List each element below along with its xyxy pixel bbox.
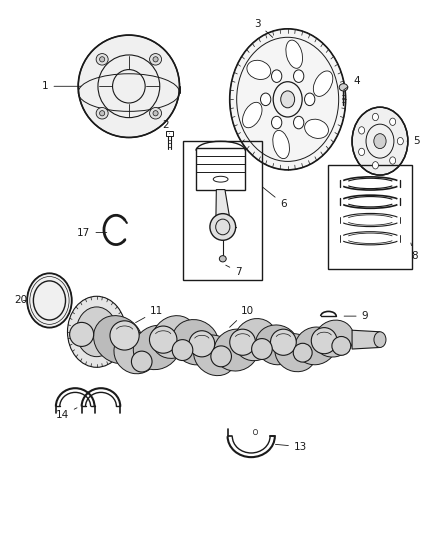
Circle shape <box>359 127 364 134</box>
Circle shape <box>372 114 378 120</box>
Ellipse shape <box>27 273 72 328</box>
Circle shape <box>272 116 282 129</box>
Text: 10: 10 <box>230 306 254 327</box>
Ellipse shape <box>67 296 126 367</box>
Ellipse shape <box>99 111 105 116</box>
Ellipse shape <box>230 29 346 170</box>
Circle shape <box>397 138 403 145</box>
Ellipse shape <box>172 340 193 360</box>
Text: 3: 3 <box>254 19 273 37</box>
Bar <box>196 148 245 190</box>
Ellipse shape <box>70 322 94 346</box>
Ellipse shape <box>219 256 226 262</box>
Ellipse shape <box>211 346 231 367</box>
Ellipse shape <box>149 54 162 65</box>
Ellipse shape <box>286 40 303 68</box>
Circle shape <box>261 93 271 106</box>
Ellipse shape <box>243 102 262 128</box>
Bar <box>166 131 173 136</box>
Ellipse shape <box>295 327 336 365</box>
Ellipse shape <box>275 334 316 372</box>
Text: 8: 8 <box>411 243 417 261</box>
Ellipse shape <box>332 336 351 356</box>
Circle shape <box>359 148 364 156</box>
Text: 6: 6 <box>263 187 287 209</box>
Ellipse shape <box>78 35 180 138</box>
Ellipse shape <box>374 332 386 348</box>
Text: 20: 20 <box>14 295 27 305</box>
Ellipse shape <box>374 134 386 149</box>
Text: 1: 1 <box>42 82 81 91</box>
Ellipse shape <box>214 329 258 371</box>
Circle shape <box>390 157 396 164</box>
Text: 13: 13 <box>276 442 307 451</box>
Text: 4: 4 <box>344 76 360 90</box>
Circle shape <box>272 70 282 83</box>
Bar <box>183 141 262 280</box>
Ellipse shape <box>131 351 152 372</box>
Ellipse shape <box>311 328 337 354</box>
Ellipse shape <box>153 56 158 62</box>
Ellipse shape <box>76 307 117 357</box>
Ellipse shape <box>153 111 158 116</box>
Ellipse shape <box>293 343 312 362</box>
Ellipse shape <box>352 107 408 175</box>
Ellipse shape <box>313 71 333 96</box>
Ellipse shape <box>247 60 271 79</box>
Ellipse shape <box>251 338 272 359</box>
Polygon shape <box>352 330 380 349</box>
Circle shape <box>293 116 304 129</box>
Ellipse shape <box>96 54 108 65</box>
Circle shape <box>390 118 396 125</box>
Ellipse shape <box>99 56 105 62</box>
Polygon shape <box>216 190 230 217</box>
Ellipse shape <box>149 108 162 119</box>
Ellipse shape <box>114 332 157 374</box>
Ellipse shape <box>339 84 348 91</box>
Text: 5: 5 <box>407 136 420 146</box>
Ellipse shape <box>234 319 277 361</box>
Ellipse shape <box>133 325 180 370</box>
Ellipse shape <box>304 119 328 139</box>
Circle shape <box>304 93 315 106</box>
Text: 17: 17 <box>77 228 107 238</box>
Ellipse shape <box>96 108 108 119</box>
Ellipse shape <box>149 326 177 353</box>
Circle shape <box>372 161 378 169</box>
Circle shape <box>293 70 304 83</box>
Text: 7: 7 <box>226 265 242 277</box>
Ellipse shape <box>210 214 236 240</box>
Ellipse shape <box>281 91 295 108</box>
Ellipse shape <box>152 316 196 358</box>
Text: 11: 11 <box>136 306 163 322</box>
Circle shape <box>253 430 258 435</box>
Text: 14: 14 <box>56 408 77 421</box>
Ellipse shape <box>110 321 139 350</box>
Ellipse shape <box>94 316 143 364</box>
Ellipse shape <box>194 335 236 376</box>
Ellipse shape <box>314 320 353 357</box>
Ellipse shape <box>271 329 296 356</box>
Ellipse shape <box>230 329 255 356</box>
Ellipse shape <box>255 325 298 365</box>
Text: 2: 2 <box>162 120 170 133</box>
Ellipse shape <box>273 131 290 159</box>
Bar <box>328 165 412 269</box>
Ellipse shape <box>189 331 215 357</box>
Ellipse shape <box>172 320 219 365</box>
Text: 9: 9 <box>344 311 368 321</box>
